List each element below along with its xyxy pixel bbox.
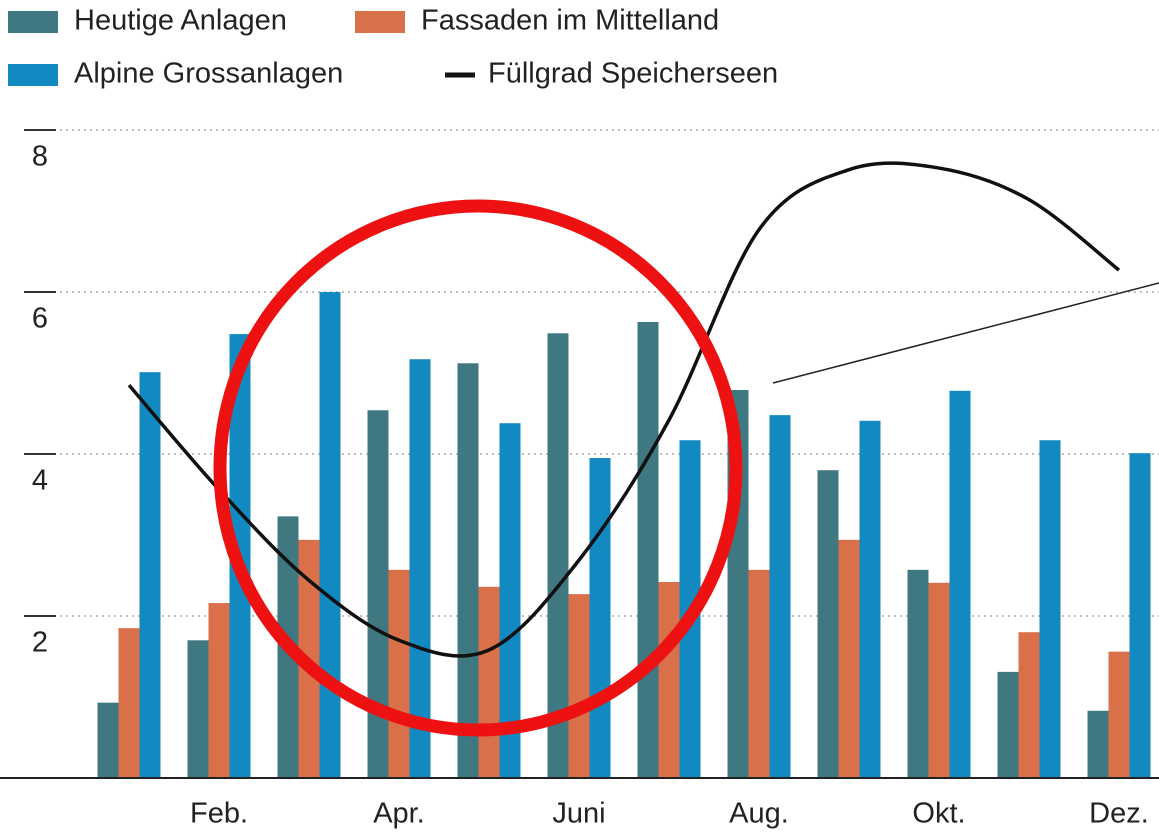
bar bbox=[388, 569, 410, 778]
legend-label: Füllgrad Speicherseen bbox=[488, 58, 778, 90]
x-tick-label: Juni bbox=[552, 798, 605, 830]
bar bbox=[1039, 440, 1061, 778]
pointer-line bbox=[772, 282, 1159, 384]
bar bbox=[1018, 632, 1040, 778]
legend-swatch bbox=[8, 11, 58, 33]
bar bbox=[637, 321, 659, 778]
legend-swatch bbox=[355, 11, 405, 33]
bar bbox=[1087, 710, 1109, 778]
bar bbox=[907, 569, 929, 778]
legend-swatch bbox=[445, 72, 475, 78]
y-tick-label: 6 bbox=[32, 303, 48, 335]
bar bbox=[547, 333, 569, 778]
y-tick-label: 8 bbox=[32, 141, 48, 173]
bar bbox=[457, 363, 479, 778]
bar bbox=[589, 458, 611, 778]
x-tick-label: Okt. bbox=[912, 798, 965, 830]
bar bbox=[187, 640, 209, 778]
bar bbox=[97, 702, 119, 778]
bar bbox=[499, 423, 521, 778]
y-tick-label: 4 bbox=[32, 465, 48, 497]
bar bbox=[817, 470, 839, 778]
bar bbox=[118, 628, 140, 778]
bar bbox=[997, 671, 1019, 778]
x-tick-label: Feb. bbox=[190, 798, 248, 830]
x-tick-label: Apr. bbox=[373, 798, 425, 830]
bar bbox=[1108, 651, 1130, 778]
plot-area: 2 4 6 8 Feb. Apr. Juni Aug. Okt. Dez. bbox=[0, 129, 1159, 830]
legend-label: Fassaden im Mittelland bbox=[421, 5, 719, 37]
bar bbox=[1129, 453, 1151, 778]
bar bbox=[568, 594, 590, 778]
bar bbox=[928, 582, 950, 778]
x-tick-label: Dez. bbox=[1089, 798, 1149, 830]
bar bbox=[409, 359, 431, 778]
line bbox=[127, 161, 1121, 658]
bar bbox=[748, 569, 770, 778]
bar bbox=[319, 292, 341, 778]
bar bbox=[367, 410, 389, 778]
legend-swatch bbox=[8, 64, 58, 86]
bar bbox=[949, 390, 971, 778]
highlight-circle bbox=[213, 199, 743, 737]
legend-label: Heutige Anlagen bbox=[74, 5, 287, 37]
x-tick-label: Aug. bbox=[729, 798, 789, 830]
legend-label: Alpine Grossanlagen bbox=[74, 58, 343, 90]
bar bbox=[859, 420, 881, 778]
bar bbox=[838, 539, 860, 778]
bar bbox=[658, 581, 680, 778]
bar bbox=[478, 586, 500, 778]
bar bbox=[769, 415, 791, 778]
y-tick-label: 2 bbox=[32, 627, 48, 659]
bar bbox=[208, 603, 230, 778]
bar bbox=[139, 372, 161, 778]
